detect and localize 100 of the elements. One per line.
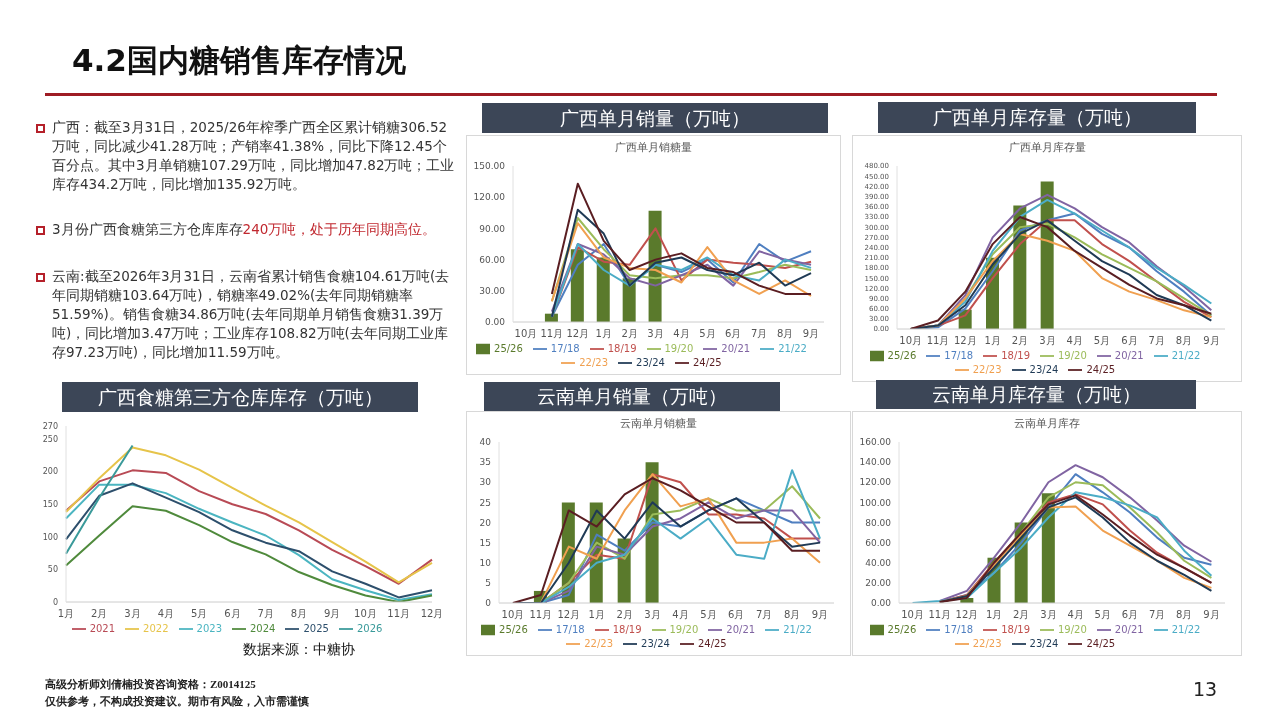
text: 高级分析师刘倩楠投资咨询资格：Z0014125 <box>45 677 256 692</box>
y-tick-label: 0 <box>52 597 58 607</box>
x-tick-label: 11月 <box>529 609 553 621</box>
y-tick-label: 25 <box>479 497 491 508</box>
legend-label: 2024 <box>250 623 276 634</box>
y-tick-label: 0 <box>485 598 492 609</box>
x-tick-label: 12月 <box>953 335 977 347</box>
x-tick-label: 10月 <box>501 609 525 621</box>
x-tick-label: 7月 <box>756 609 773 621</box>
x-tick-label: 11月 <box>926 335 950 347</box>
legend-label: 2022 <box>143 623 169 634</box>
x-tick-label: 6月 <box>1121 609 1139 621</box>
x-tick-label: 4月 <box>157 608 175 620</box>
legend-label: 25/26 <box>887 350 917 361</box>
x-tick-label: 1月 <box>595 328 612 340</box>
x-tick-label: 11月 <box>540 328 564 340</box>
y-tick-label: 100.00 <box>859 497 892 508</box>
y-tick-label: 50 <box>47 565 58 575</box>
line-series <box>65 446 433 584</box>
legend-label: 17/18 <box>555 624 585 635</box>
y-tick-label: 90.00 <box>479 223 506 234</box>
x-tick-label: 11月 <box>928 609 952 621</box>
chart-subtitle: 广西单月销糖量 <box>614 140 693 156</box>
chart-title: 广西单月库存量（万吨） <box>878 102 1196 133</box>
x-tick-label: 2月 <box>621 328 638 340</box>
x-tick-label: 3月 <box>1039 335 1056 347</box>
legend-label: 2023 <box>196 623 222 634</box>
y-tick-label: 15 <box>479 537 491 548</box>
x-tick-label: 12月 <box>420 608 444 620</box>
x-tick-label: 3月 <box>644 609 661 621</box>
x-tick-label: 5月 <box>1093 335 1111 347</box>
chart-title: 广西单月销量（万吨） <box>482 103 828 133</box>
x-tick-label: 5月 <box>190 608 208 620</box>
x-tick-label: 7月 <box>751 328 768 340</box>
legend-label: 18/19 <box>1001 350 1030 361</box>
x-tick-label: 8月 <box>1175 335 1193 347</box>
chart-title: 云南单月销量（万吨） <box>484 382 780 411</box>
x-tick-label: 4月 <box>672 609 689 621</box>
x-tick-label: 12月 <box>557 609 581 621</box>
x-tick-label: 4月 <box>1067 609 1084 621</box>
legend-label: 21/22 <box>1171 624 1201 635</box>
x-tick-label: 12月 <box>955 609 979 621</box>
legend-label: 17/18 <box>944 624 974 635</box>
x-tick-label: 7月 <box>1148 609 1166 621</box>
y-tick-label: 80.00 <box>865 517 892 528</box>
legend-label: 17/18 <box>944 350 974 361</box>
x-tick-label: 1月 <box>984 335 1001 347</box>
y-tick-label: 270 <box>42 421 58 431</box>
legend-label: 20/21 <box>726 624 756 635</box>
legend-label: 21/22 <box>1171 350 1201 361</box>
text: 仅供参考，不构成投资建议。期市有风险，入市需谨慎 <box>45 694 309 709</box>
legend-label: 20/21 <box>1114 624 1144 635</box>
legend-label: 22/23 <box>972 364 1002 375</box>
y-tick-label: 20.00 <box>865 578 892 589</box>
x-tick-label: 10月 <box>354 608 377 620</box>
legend-label: 2025 <box>303 623 329 634</box>
x-tick-label: 5月 <box>1094 609 1111 621</box>
legend-label: 18/19 <box>607 343 637 354</box>
legend-label: 18/19 <box>1001 624 1030 635</box>
legend-label: 19/20 <box>664 343 694 354</box>
y-tick-label: 120.00 <box>859 477 892 488</box>
x-tick-label: 3月 <box>647 328 664 340</box>
legend-label: 22/23 <box>972 638 1002 649</box>
text: 广西：截至3月31日，2025/26年榨季广西全区累计销糖306.52万吨，同比减少41.28万吨；产销率41.38%，同比下降12.45个百分点。其中3月单销糖107.29万吨，同比增加47.82万吨；工业库存434.2万吨，同比增加135.92万吨。 <box>52 118 456 194</box>
x-tick-label: 2月 <box>1013 609 1030 621</box>
legend-label: 24/25 <box>692 357 722 368</box>
legend-label: 23/24 <box>641 638 670 649</box>
x-tick-label: 5月 <box>700 609 717 621</box>
x-tick-label: 7月 <box>1148 335 1165 347</box>
x-tick-label: 2月 <box>616 609 633 621</box>
legend-label: 17/18 <box>550 343 580 354</box>
x-tick-label: 7月 <box>257 608 274 620</box>
y-tick-label: 140.00 <box>859 457 892 468</box>
y-tick-label: 20 <box>479 517 492 528</box>
x-tick-label: 4月 <box>1066 335 1083 347</box>
text: 4.2国内糖销售库存情况 <box>72 41 406 80</box>
x-tick-label: 6月 <box>728 609 745 621</box>
legend-label: 21/22 <box>778 343 807 354</box>
x-tick-label: 1月 <box>985 609 1003 621</box>
source-note: 数据来源：中糖协 <box>243 641 355 659</box>
y-tick-label: 35 <box>479 457 491 468</box>
x-tick-label: 9月 <box>1203 609 1220 621</box>
x-tick-label: 4月 <box>673 328 690 340</box>
legend-label: 19/20 <box>1058 350 1087 361</box>
y-tick-label: 5 <box>485 578 491 589</box>
x-tick-label: 9月 <box>323 608 341 620</box>
legend-label: 25/26 <box>887 624 917 635</box>
chart-title: 云南单月库存量（万吨） <box>876 380 1196 409</box>
y-tick-label: 120.00 <box>473 192 506 203</box>
y-tick-label: 40 <box>479 437 492 448</box>
legend-label: 20/21 <box>721 343 751 354</box>
y-tick-label: 150.00 <box>473 161 506 172</box>
x-tick-label: 6月 <box>224 608 241 620</box>
x-tick-label: 9月 <box>811 609 829 621</box>
legend-label: 23/24 <box>636 357 665 368</box>
y-tick-label: 160.00 <box>859 437 892 448</box>
x-tick-label: 11月 <box>387 608 411 620</box>
legend-label: 19/20 <box>1058 624 1087 635</box>
x-tick-label: 10月 <box>901 609 924 621</box>
line-series <box>550 208 813 318</box>
